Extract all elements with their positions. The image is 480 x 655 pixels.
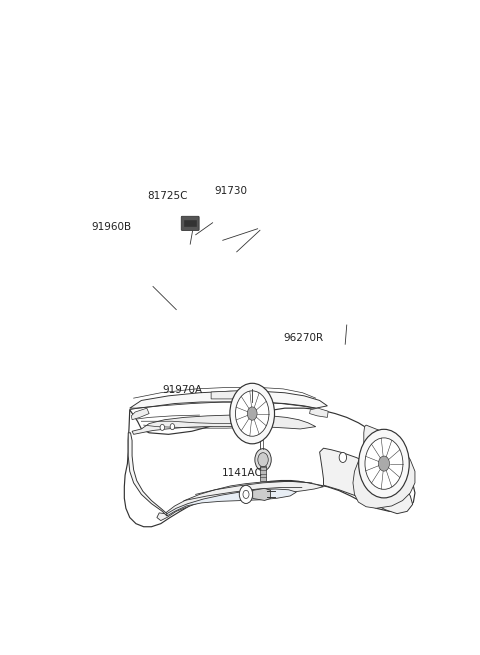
Polygon shape (130, 391, 327, 408)
Text: 91970A: 91970A (163, 384, 203, 395)
Polygon shape (252, 489, 271, 500)
Circle shape (230, 383, 275, 444)
Circle shape (365, 438, 403, 489)
Text: 91960B: 91960B (92, 222, 132, 232)
Circle shape (160, 424, 165, 430)
Polygon shape (157, 481, 324, 521)
Polygon shape (211, 390, 265, 399)
Circle shape (255, 449, 271, 471)
Circle shape (240, 485, 252, 504)
Polygon shape (132, 408, 149, 420)
Text: 96270R: 96270R (283, 333, 324, 343)
Circle shape (258, 453, 268, 467)
Circle shape (359, 429, 409, 498)
Circle shape (247, 407, 257, 421)
Polygon shape (167, 489, 296, 516)
Polygon shape (310, 408, 328, 417)
Bar (261, 466, 265, 481)
Circle shape (170, 424, 175, 430)
Circle shape (243, 491, 249, 498)
Polygon shape (124, 408, 415, 527)
Circle shape (378, 456, 389, 471)
Polygon shape (353, 425, 415, 508)
Circle shape (339, 453, 347, 462)
Polygon shape (132, 415, 316, 434)
Text: 91730: 91730 (215, 185, 247, 196)
Bar (184, 220, 196, 227)
Text: 81725C: 81725C (147, 191, 188, 200)
Circle shape (236, 391, 269, 436)
Polygon shape (128, 433, 167, 516)
Polygon shape (320, 448, 413, 514)
Text: 1141AC: 1141AC (222, 468, 263, 478)
FancyBboxPatch shape (181, 216, 199, 231)
